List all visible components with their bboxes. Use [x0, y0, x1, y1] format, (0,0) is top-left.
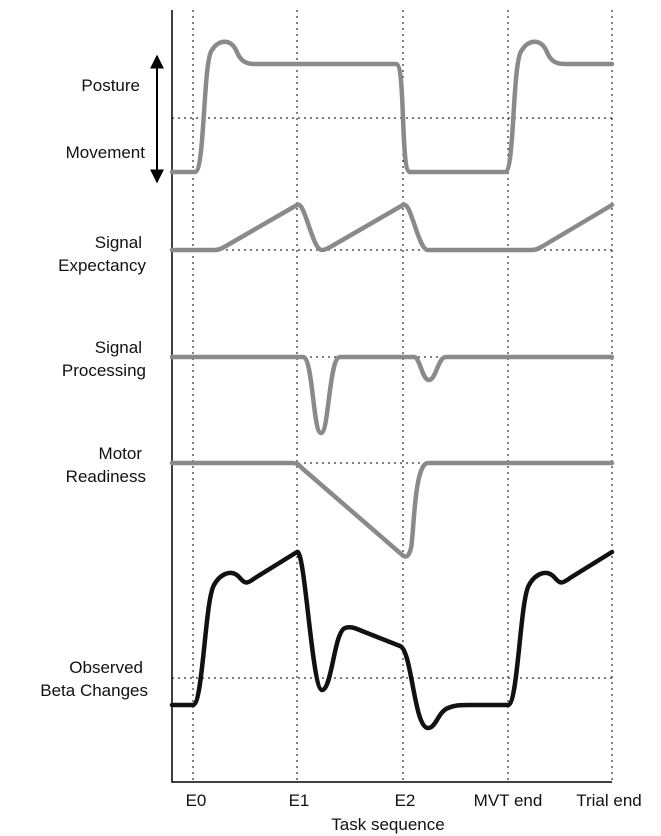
label: Signal	[95, 233, 142, 252]
processing-curve	[169, 354, 615, 436]
label: Processing	[62, 361, 146, 380]
readiness-curve	[169, 460, 615, 559]
label: Observed	[69, 658, 143, 677]
expectancy-curve	[169, 202, 615, 253]
posture-curve	[169, 39, 615, 175]
x-labels: E0 E1 E2 MVT end Trial end Task sequence	[186, 791, 642, 834]
beta-curve	[169, 549, 615, 731]
label: Movement	[66, 143, 146, 162]
axes	[171, 10, 612, 783]
label: Signal	[95, 338, 142, 357]
x-tick-label: E0	[186, 791, 207, 810]
x-tick-label: E2	[395, 791, 416, 810]
row-labels: Posture Movement Signal Expectancy Signa…	[40, 76, 148, 700]
label: Posture	[81, 76, 140, 95]
label: Motor	[99, 444, 143, 463]
label: Readiness	[66, 467, 146, 486]
x-tick-label: Trial end	[576, 791, 642, 810]
grid	[172, 10, 613, 782]
x-tick-label: E1	[289, 791, 310, 810]
x-axis-title: Task sequence	[331, 815, 444, 834]
label: Beta Changes	[40, 681, 148, 700]
label: Expectancy	[58, 256, 146, 275]
x-tick-label: MVT end	[474, 791, 543, 810]
